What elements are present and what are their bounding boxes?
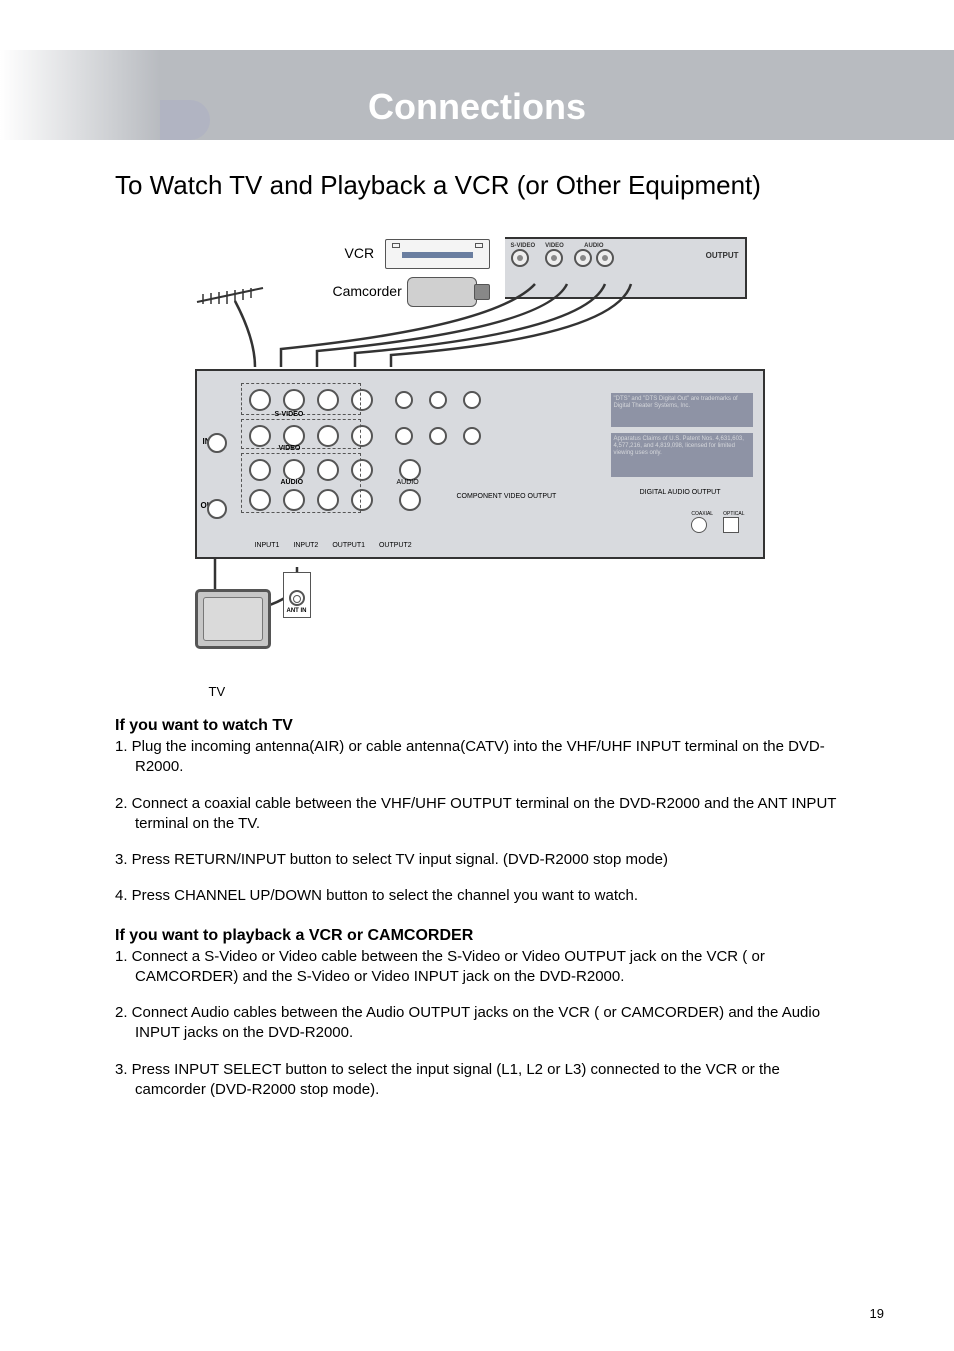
video-jack-icon	[545, 249, 563, 267]
camcorder-label: Camcorder	[333, 283, 402, 299]
tv-label: TV	[209, 684, 765, 699]
vcr-icon	[385, 239, 490, 269]
component-output-label: COMPONENT VIDEO OUTPUT	[457, 493, 557, 500]
audio-l-jack-icon	[574, 249, 592, 267]
playback-steps: 1. Connect a S-Video or Video cable betw…	[115, 947, 844, 1101]
audio-r-jack-icon	[596, 249, 614, 267]
component-pb-icon	[429, 391, 447, 409]
tv-icon: ANT IN	[195, 567, 285, 682]
header-band: Connections	[0, 50, 954, 140]
component-pr-icon	[463, 391, 481, 409]
header-fade	[0, 50, 160, 140]
trademark-text: "DTS" and "DTS Digital Out" are trademar…	[611, 393, 753, 427]
vcr-output-panel: S-VIDEO VIDEO AUDIO	[505, 237, 747, 299]
svideo-jack-icon	[511, 249, 529, 267]
svideo-label: S-VIDEO	[511, 243, 536, 249]
digital-audio-label: DIGITAL AUDIO OUTPUT	[640, 489, 721, 496]
camcorder-icon	[407, 277, 477, 307]
optical-label: OPTICAL	[723, 511, 744, 517]
playback-step: 1. Connect a S-Video or Video cable betw…	[115, 947, 844, 988]
watch-tv-step: 3. Press RETURN/INPUT button to select T…	[115, 850, 844, 870]
watch-tv-step: 4. Press CHANNEL UP/DOWN button to selec…	[115, 886, 844, 906]
coaxial-label: COAXIAL	[691, 511, 713, 517]
video-group-box	[241, 419, 361, 449]
coaxial-jack-icon	[691, 517, 707, 533]
video-group-label: VIDEO	[279, 445, 301, 452]
vhf-in-icon	[207, 433, 227, 453]
output1-label: OUTPUT1	[332, 542, 365, 549]
input2-label: INPUT2	[293, 542, 318, 549]
optical-jack-icon	[723, 517, 739, 533]
audio-out-label: AUDIO	[397, 479, 419, 486]
connection-diagram: VCR Camcorder	[115, 229, 844, 699]
playback-heading: If you want to playback a VCR or CAMCORD…	[115, 927, 844, 945]
legal-text: Apparatus Claims of U.S. Patent Nos. 4,6…	[611, 433, 753, 477]
dvd-back-panel: IN OUT S-VIDEO	[195, 369, 765, 559]
component-y-icon	[395, 391, 413, 409]
vcr-label: VCR	[345, 245, 375, 261]
antenna-icon	[195, 284, 265, 304]
svideo-group-label: S-VIDEO	[275, 411, 304, 418]
output2-label: OUTPUT2	[379, 542, 412, 549]
page-number: 19	[870, 1306, 884, 1321]
input1-label: INPUT1	[255, 542, 280, 549]
vhf-out-icon	[207, 499, 227, 519]
section-title: To Watch TV and Playback a VCR (or Other…	[115, 170, 844, 201]
page-header-title: Connections	[368, 86, 586, 128]
video-label: VIDEO	[545, 243, 564, 249]
antin-label: ANT IN	[287, 608, 307, 614]
watch-tv-steps: 1. Plug the incoming antenna(AIR) or cab…	[115, 737, 844, 907]
audio-out-r-icon	[399, 489, 421, 511]
watch-tv-heading: If you want to watch TV	[115, 717, 844, 735]
playback-step: 2. Connect Audio cables between the Audi…	[115, 1003, 844, 1044]
audio-out-l-icon	[399, 459, 421, 481]
audio-group-label: AUDIO	[279, 479, 306, 486]
watch-tv-step: 1. Plug the incoming antenna(AIR) or cab…	[115, 737, 844, 778]
component-y2-icon	[395, 427, 413, 445]
component-pb2-icon	[429, 427, 447, 445]
playback-step: 3. Press INPUT SELECT button to select t…	[115, 1060, 844, 1101]
component-pr2-icon	[463, 427, 481, 445]
tv-antin-panel: ANT IN	[283, 572, 311, 618]
output-label: OUTPUT	[706, 251, 739, 260]
watch-tv-step: 2. Connect a coaxial cable between the V…	[115, 794, 844, 835]
